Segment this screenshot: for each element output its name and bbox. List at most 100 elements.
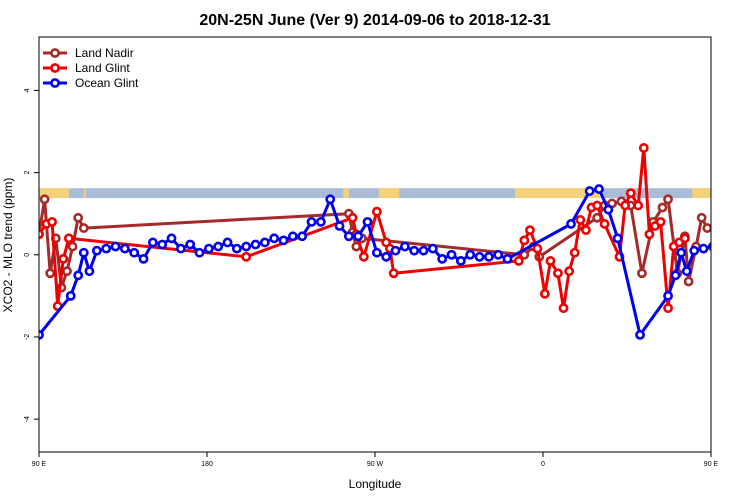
point-1-4: [58, 253, 69, 264]
point-2-52: [594, 184, 604, 194]
y-tick-label-4: 4: [24, 88, 31, 92]
point-2-43: [446, 249, 457, 260]
point-1-21: [558, 303, 569, 314]
land-segment-5: [692, 188, 711, 199]
point-2-65: [737, 255, 744, 262]
point-2-25: [278, 235, 289, 246]
y-axis: -4 -2 0 2 4: [24, 88, 39, 422]
point-2-39: [409, 245, 420, 256]
point-0-2: [45, 268, 56, 279]
legend-label-2: Ocean Glint: [75, 76, 139, 90]
x-tick-label-2: 90 W: [367, 461, 384, 468]
point-1-5: [63, 233, 74, 244]
point-2-47: [483, 251, 494, 262]
series-2: [39, 184, 744, 340]
point-1-25: [581, 225, 591, 236]
point-2-2: [73, 270, 84, 281]
point-1-36: [655, 217, 666, 227]
point-2-38: [399, 241, 410, 252]
point-1-9: [358, 251, 369, 262]
point-2-40: [418, 245, 429, 256]
point-2-11: [147, 237, 158, 248]
point-2-3: [78, 247, 89, 258]
point-0-21: [637, 268, 647, 279]
point-2-18: [213, 241, 224, 252]
point-0-8: [78, 223, 89, 233]
legend-marker-0: [50, 48, 60, 58]
point-2-17: [203, 243, 214, 254]
point-2-32: [343, 231, 354, 242]
point-2-53: [603, 204, 614, 215]
point-2-64: [728, 249, 735, 256]
point-2-45: [465, 249, 476, 260]
point-1-27: [592, 200, 603, 211]
y-axis-label: XCO2 - MLO trend (ppm): [1, 178, 15, 313]
land-segment-2: [343, 188, 349, 199]
point-0-27: [683, 276, 694, 287]
point-2-24: [269, 233, 280, 244]
point-0-1: [39, 194, 50, 205]
point-2-28: [306, 217, 317, 227]
point-1-34: [644, 229, 655, 240]
point-2-14: [175, 243, 186, 254]
point-2-12: [157, 239, 168, 250]
y-tick-label-2: 0: [24, 253, 31, 257]
land-segment-0: [39, 188, 69, 199]
point-2-4: [84, 266, 95, 277]
land-segment-1: [83, 188, 86, 199]
point-2-6: [101, 243, 112, 254]
series-layer: [39, 143, 744, 340]
x-tick-label-1: 180: [201, 461, 213, 468]
point-2-48: [493, 249, 504, 260]
point-1-31: [625, 188, 636, 199]
point-2-31: [334, 221, 345, 231]
point-2-60: [689, 245, 700, 256]
point-1-15: [519, 235, 530, 246]
point-1-24: [575, 214, 586, 225]
point-1-16: [525, 225, 535, 236]
point-1-6: [241, 251, 252, 262]
point-2-22: [250, 239, 261, 250]
point-1-22: [564, 266, 575, 277]
point-2-5: [91, 245, 102, 256]
point-2-8: [119, 243, 130, 254]
point-2-41: [427, 243, 438, 254]
x-axis-label: Longitude: [349, 477, 402, 491]
y-tick-label-1: -2: [24, 334, 31, 340]
point-2-51: [584, 186, 595, 196]
point-2-26: [287, 231, 298, 242]
point-2-42: [437, 253, 448, 264]
point-0-30: [702, 223, 711, 233]
point-0-5: [62, 266, 72, 277]
point-1-10: [371, 206, 382, 217]
point-2-35: [371, 247, 382, 258]
point-0-23: [657, 202, 668, 213]
point-1-37: [663, 303, 673, 314]
point-1-23: [569, 247, 580, 258]
point-2-15: [185, 239, 196, 250]
point-2-9: [129, 247, 140, 258]
point-2-54: [612, 233, 623, 244]
point-1-7: [347, 212, 358, 223]
point-0-29: [696, 212, 707, 223]
x-tick-label-0: 90 E: [32, 461, 47, 468]
point-2-7: [110, 241, 121, 252]
point-2-34: [362, 217, 373, 227]
point-1-17: [532, 243, 543, 254]
point-2-13: [166, 233, 177, 244]
point-2-46: [474, 251, 485, 262]
point-1-32: [633, 200, 644, 211]
point-1-14: [513, 256, 524, 266]
point-2-20: [231, 243, 242, 254]
point-2-55: [635, 329, 645, 340]
x-tick-label-4: 90 E: [704, 461, 719, 468]
point-2-30: [325, 194, 336, 205]
y-tick-label-0: -4: [24, 416, 31, 422]
point-1-40: [679, 233, 690, 244]
point-2-33: [353, 231, 364, 242]
land-ocean-band: [39, 188, 711, 199]
legend-marker-2: [50, 78, 60, 88]
legend-label-1: Land Glint: [75, 61, 130, 75]
